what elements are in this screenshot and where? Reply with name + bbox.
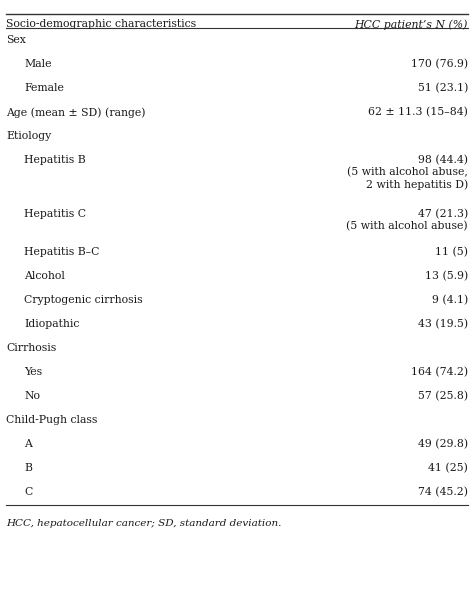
Text: Sex: Sex [6,35,26,45]
Text: Hepatitis B–C: Hepatitis B–C [24,247,100,257]
Text: Female: Female [24,83,64,93]
Text: 43 (19.5): 43 (19.5) [418,319,468,329]
Text: No: No [24,391,40,401]
Text: Cirrhosis: Cirrhosis [6,343,56,353]
Text: 13 (5.9): 13 (5.9) [425,271,468,281]
Text: 47 (21.3)
(5 with alcohol abuse): 47 (21.3) (5 with alcohol abuse) [346,209,468,231]
Text: HCC patient’s N (%): HCC patient’s N (%) [355,19,468,30]
Text: 41 (25): 41 (25) [428,463,468,474]
Text: 74 (45.2): 74 (45.2) [418,487,468,497]
Text: 9 (4.1): 9 (4.1) [432,295,468,305]
Text: Idiopathic: Idiopathic [24,319,79,329]
Text: Hepatitis C: Hepatitis C [24,209,86,219]
Text: 164 (74.2): 164 (74.2) [411,367,468,377]
Text: A: A [24,439,32,449]
Text: Child-Pugh class: Child-Pugh class [6,415,97,425]
Text: Male: Male [24,59,52,69]
Text: Etiology: Etiology [6,131,51,141]
Text: 51 (23.1): 51 (23.1) [418,83,468,94]
Text: B: B [24,463,32,473]
Text: Yes: Yes [24,367,42,377]
Text: Alcohol: Alcohol [24,271,65,281]
Text: 11 (5): 11 (5) [435,247,468,258]
Text: Cryptogenic cirrhosis: Cryptogenic cirrhosis [24,295,143,305]
Text: 62 ± 11.3 (15–84): 62 ± 11.3 (15–84) [368,107,468,117]
Text: Hepatitis B: Hepatitis B [24,155,86,165]
Text: Socio-demographic characteristics: Socio-demographic characteristics [6,19,196,29]
Text: 57 (25.8): 57 (25.8) [418,391,468,401]
Text: Age (mean ± SD) (range): Age (mean ± SD) (range) [6,107,146,118]
Text: 170 (76.9): 170 (76.9) [411,59,468,69]
Text: C: C [24,487,32,497]
Text: 49 (29.8): 49 (29.8) [418,439,468,449]
Text: HCC, hepatocellular cancer; SD, standard deviation.: HCC, hepatocellular cancer; SD, standard… [6,519,282,528]
Text: 98 (44.4)
(5 with alcohol abuse,
2 with hepatitis D): 98 (44.4) (5 with alcohol abuse, 2 with … [347,155,468,189]
